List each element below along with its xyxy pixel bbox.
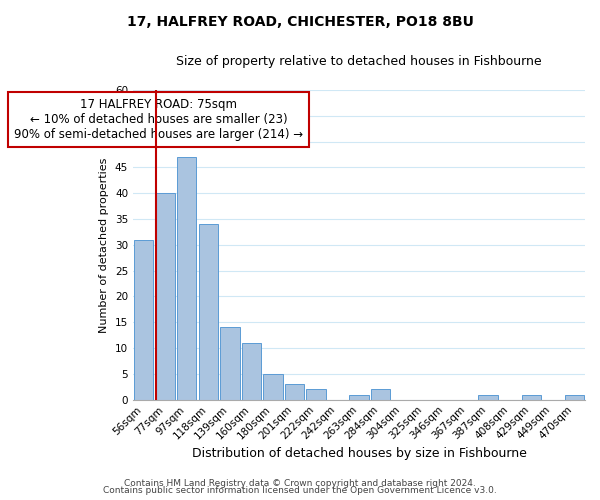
X-axis label: Distribution of detached houses by size in Fishbourne: Distribution of detached houses by size …	[191, 447, 526, 460]
Bar	[521, 394, 541, 400]
Bar	[155, 193, 175, 400]
Text: 17 HALFREY ROAD: 75sqm
← 10% of detached houses are smaller (23)
90% of semi-det: 17 HALFREY ROAD: 75sqm ← 10% of detached…	[14, 98, 304, 140]
Text: Contains public sector information licensed under the Open Government Licence v3: Contains public sector information licen…	[103, 486, 497, 495]
Text: Contains HM Land Registry data © Crown copyright and database right 2024.: Contains HM Land Registry data © Crown c…	[124, 478, 476, 488]
Title: Size of property relative to detached houses in Fishbourne: Size of property relative to detached ho…	[176, 55, 542, 68]
Bar	[306, 390, 326, 400]
Text: 17, HALFREY ROAD, CHICHESTER, PO18 8BU: 17, HALFREY ROAD, CHICHESTER, PO18 8BU	[127, 15, 473, 29]
Y-axis label: Number of detached properties: Number of detached properties	[100, 157, 109, 332]
Bar	[349, 394, 368, 400]
Bar	[134, 240, 154, 400]
Bar	[177, 157, 196, 400]
Bar	[565, 394, 584, 400]
Bar	[199, 224, 218, 400]
Bar	[242, 343, 261, 400]
Bar	[263, 374, 283, 400]
Bar	[371, 390, 390, 400]
Bar	[285, 384, 304, 400]
Bar	[478, 394, 498, 400]
Bar	[220, 328, 239, 400]
